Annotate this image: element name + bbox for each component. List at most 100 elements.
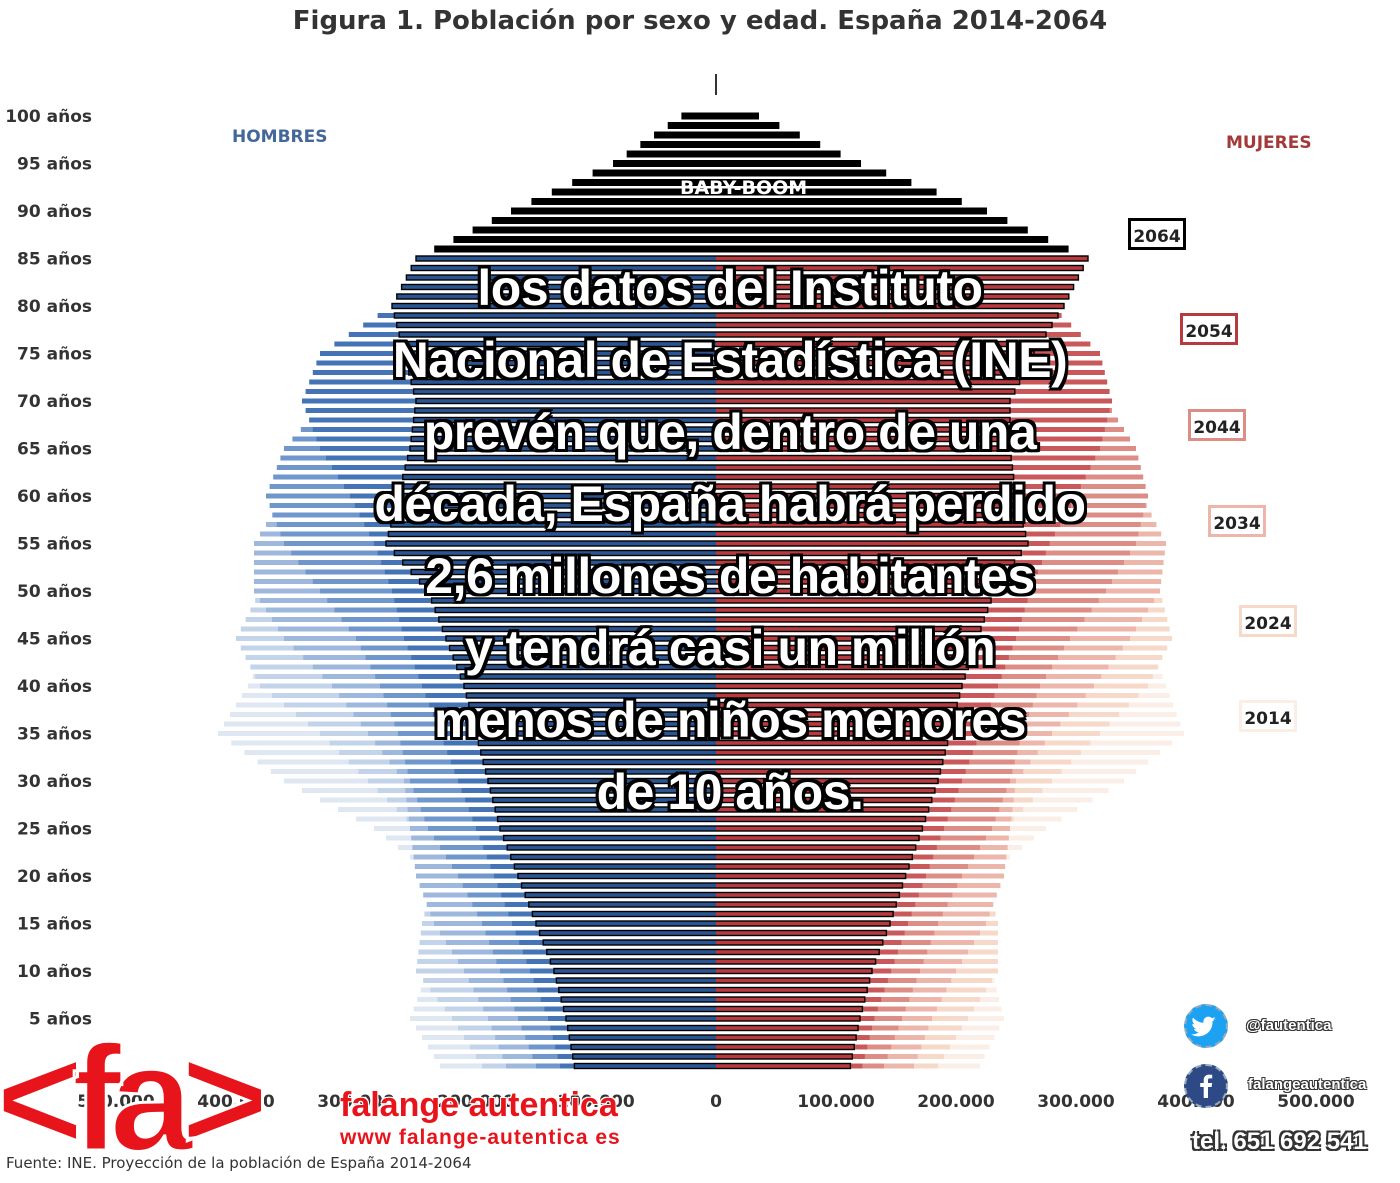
age-tick-label: 30 años [17, 772, 92, 792]
female-bar-2064 [716, 446, 1010, 451]
outline-bar-2064 [494, 806, 930, 813]
female-bar-2064 [716, 683, 962, 689]
baby-boom-label: BABY-BOOM [680, 177, 808, 199]
female-bar-2064 [716, 465, 1013, 470]
age-tick-label: 90 años [17, 202, 92, 222]
male-bar-2064 [388, 531, 716, 537]
female-bar-2064 [716, 1025, 859, 1031]
outline-bar-2064 [402, 473, 1015, 481]
outline-bar-2064 [546, 948, 880, 956]
baby-boom-bar [491, 217, 1008, 224]
female-bar-2064 [716, 607, 988, 613]
female-bar-2064 [716, 693, 960, 698]
male-bar-2064 [476, 731, 716, 736]
outline-bar-2064 [415, 255, 1089, 262]
female-bar-2064 [716, 1035, 857, 1040]
overlay-line: 2,6 millones de habitantes [425, 548, 1035, 604]
age-tick-label: 50 años [17, 582, 92, 602]
male-bar-2064 [411, 569, 716, 575]
x-tick-label: 400.000 [197, 1092, 275, 1112]
male-bar-2064 [442, 626, 716, 632]
outline-bar-2064 [391, 302, 1065, 310]
outline-bar-2064 [573, 1062, 852, 1070]
male-bar-2064 [402, 474, 716, 480]
male-bar-2064 [396, 322, 716, 328]
female-bar-2064 [716, 816, 926, 822]
female-bar-2064 [716, 788, 935, 793]
female-bar-2064 [716, 702, 958, 708]
male-bar-2064 [393, 512, 716, 518]
x-tick-label: 300.000 [1037, 1092, 1115, 1112]
outline-bar-2064 [475, 730, 951, 737]
baby-boom-bar [572, 179, 912, 186]
overlay-line: menos de niños menores [434, 692, 1026, 748]
female-bar-2064 [716, 778, 938, 784]
male-bar-2064 [510, 854, 716, 860]
baby-boom-bar [511, 207, 987, 215]
baby-boom-bar [654, 131, 800, 139]
x-tick-label: 200.000 [437, 1092, 515, 1112]
outline-bar-2064 [558, 986, 868, 994]
male-bar-2064 [536, 921, 716, 926]
legend-2064: 2064 [1128, 218, 1186, 250]
overlay-line: prevén que, dentro de una [423, 404, 1037, 460]
female-bar-2064 [716, 284, 1074, 290]
facebook-icon[interactable] [1184, 1064, 1228, 1108]
male-bar-2064 [412, 427, 716, 432]
facebook-handle[interactable]: falangeautentica [1248, 1076, 1367, 1093]
outline-bar-2064 [562, 1005, 864, 1013]
male-bar-2064 [413, 417, 716, 423]
male-bar-2064 [460, 674, 716, 679]
male-bar-2064 [566, 1016, 716, 1021]
brand-url[interactable]: www falange-autentica es [340, 1126, 621, 1149]
twitter-handle[interactable]: @fautentica [1246, 1017, 1332, 1034]
female-bar-2064 [716, 750, 946, 755]
female-bar-2064 [716, 417, 1010, 423]
male-bar-2064 [413, 389, 716, 394]
female-bar-2064 [716, 949, 880, 955]
x-tick-label: 100.000 [797, 1092, 875, 1112]
female-bar-2064 [716, 968, 872, 974]
female-bar-2064 [716, 436, 1010, 442]
male-bar-2064 [466, 693, 716, 698]
female-bar-2064 [716, 987, 868, 993]
outline-bar-2064 [411, 426, 1011, 433]
male-bar-2064 [408, 370, 716, 375]
outline-bar-2064 [560, 996, 866, 1003]
female-bar-2064 [716, 854, 913, 860]
twitter-icon[interactable] [1184, 1004, 1228, 1048]
outline-bar-2064 [535, 920, 891, 927]
female-bar-2064 [716, 1006, 863, 1012]
outline-bar-2064 [520, 882, 904, 889]
brand-name: falange autentica [340, 1086, 618, 1124]
outline-bar-2064 [410, 435, 1011, 443]
outline-bar-2064 [397, 492, 1017, 500]
age-tick-label: 60 años [17, 487, 92, 507]
female-bar-2064 [716, 759, 943, 765]
male-bar-2064 [419, 579, 716, 584]
pyramid-bars [218, 113, 1184, 1069]
outline-bar-2064 [463, 682, 963, 690]
outline-bar-2064 [542, 939, 884, 946]
phone-number[interactable]: tel. 651 692 541 [1192, 1128, 1367, 1155]
outline-bar-2064 [487, 777, 939, 785]
female-bar-2064 [716, 1044, 855, 1050]
male-bar-2064 [401, 341, 716, 347]
age-tick-label: 100 años [5, 107, 92, 127]
female-bar-2064 [716, 256, 1088, 261]
female-bar-2064 [716, 569, 1008, 575]
female-bar-2064 [716, 265, 1084, 271]
female-bar-2064 [716, 940, 883, 945]
male-bar-2064 [390, 522, 716, 527]
male-bar-2064 [554, 968, 716, 974]
outline-bar-2064 [405, 274, 1080, 281]
male-bar-2064 [492, 797, 716, 803]
male-bar-2064 [402, 560, 716, 565]
male-bar-2064 [473, 721, 716, 727]
outline-bar-2064 [565, 1015, 861, 1022]
legend-2014: 2014 [1239, 700, 1297, 732]
age-tick-label: 35 años [17, 725, 92, 745]
legend-2024: 2024 [1239, 605, 1297, 637]
outline-bar-2064 [492, 796, 933, 804]
